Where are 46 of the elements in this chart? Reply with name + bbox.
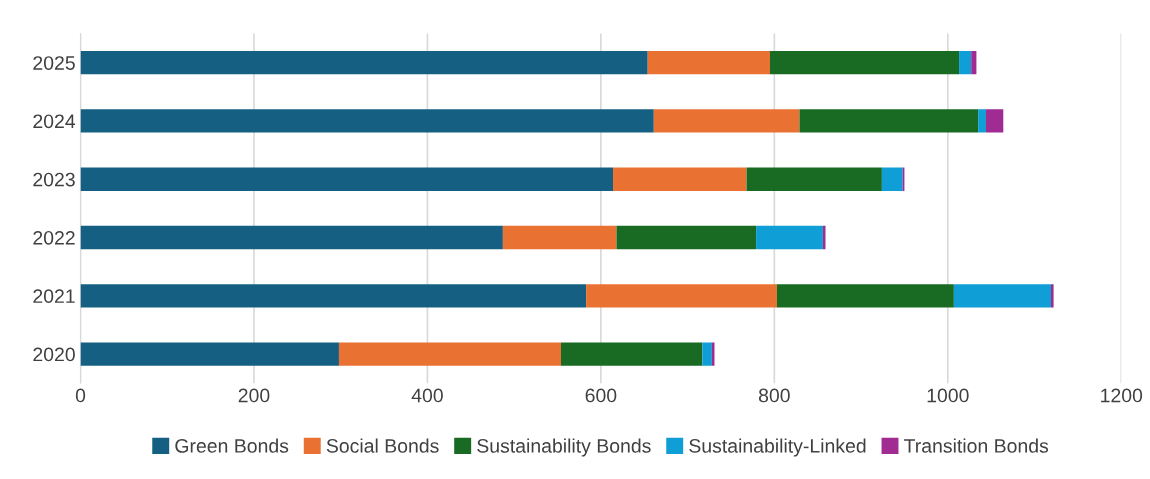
bar — [702, 342, 712, 366]
bar — [953, 284, 1051, 308]
y-tick-label: 2025 — [33, 56, 75, 70]
bar — [80, 225, 503, 250]
x-tick-label: 1000 — [927, 388, 969, 403]
bar — [80, 51, 648, 75]
bar — [560, 342, 703, 366]
bar — [653, 109, 800, 133]
bar — [80, 284, 587, 308]
bar — [746, 167, 882, 191]
y-tick-label: 2020 — [33, 347, 75, 362]
bar — [822, 225, 826, 250]
y-tick-label: 2023 — [33, 172, 75, 187]
bar — [80, 109, 654, 133]
bar — [971, 51, 977, 75]
bar — [647, 51, 770, 75]
legend-label: Social Bonds — [326, 438, 439, 453]
bar — [881, 167, 903, 191]
bar — [1051, 284, 1054, 308]
legend-label: Green Bonds — [175, 438, 289, 453]
bar — [586, 284, 777, 308]
bar — [80, 167, 614, 191]
bar — [959, 51, 972, 75]
bar — [770, 51, 960, 75]
x-tick-label: 1200 — [1101, 388, 1143, 403]
bar — [502, 225, 617, 250]
bar — [985, 109, 1004, 133]
bar — [616, 225, 757, 250]
bar — [80, 342, 339, 366]
x-tick-label: 800 — [758, 388, 790, 403]
y-tick-label: 2022 — [33, 230, 75, 245]
legend-label: Sustainability-Linked — [689, 438, 866, 457]
x-tick-label: 0 — [75, 388, 86, 403]
y-tick-label: 2024 — [33, 114, 76, 129]
x-tick-label: 600 — [585, 388, 617, 403]
legend-label: Transition Bonds — [904, 438, 1049, 453]
bar — [756, 225, 823, 250]
bar — [776, 284, 954, 308]
x-tick-label: 400 — [411, 388, 443, 403]
y-tick-label: 2021 — [33, 289, 75, 304]
bar — [613, 167, 747, 191]
bar — [978, 109, 986, 133]
x-tick-label: 200 — [238, 388, 270, 403]
bar — [799, 109, 979, 133]
bar — [338, 342, 561, 366]
legend-label: Sustainability Bonds — [477, 438, 651, 457]
